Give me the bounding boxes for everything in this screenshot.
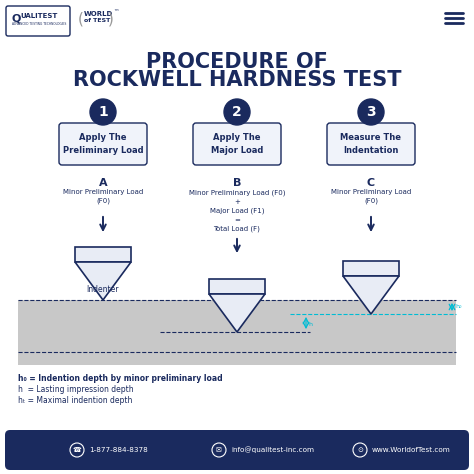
Text: h  = Lasting impression depth: h = Lasting impression depth <box>18 385 134 394</box>
Text: Minor Preliminary Load
(F0): Minor Preliminary Load (F0) <box>63 189 143 204</box>
Text: Q: Q <box>12 13 21 23</box>
Circle shape <box>358 99 384 125</box>
Text: C: C <box>367 178 375 188</box>
Text: A: A <box>99 178 107 188</box>
Text: Apply The
Preliminary Load: Apply The Preliminary Load <box>63 133 143 155</box>
FancyBboxPatch shape <box>193 123 281 165</box>
Text: h₀: h₀ <box>455 304 462 310</box>
Text: hₜ = Maximal indention depth: hₜ = Maximal indention depth <box>18 396 132 405</box>
Bar <box>343 261 399 276</box>
Text: ☎: ☎ <box>73 447 82 453</box>
Text: Minor Preliminary Load
(F0): Minor Preliminary Load (F0) <box>331 189 411 204</box>
Text: ADVANCED TESTING TECHNOLOGIES: ADVANCED TESTING TECHNOLOGIES <box>12 22 66 26</box>
Text: PROCEDURE OF: PROCEDURE OF <box>146 52 328 72</box>
Text: Indenter: Indenter <box>87 285 119 294</box>
FancyBboxPatch shape <box>5 430 469 470</box>
Text: www.WorldofTest.com: www.WorldofTest.com <box>372 447 451 453</box>
Bar <box>18 300 456 365</box>
Circle shape <box>224 99 250 125</box>
FancyBboxPatch shape <box>327 123 415 165</box>
Polygon shape <box>75 262 131 300</box>
FancyBboxPatch shape <box>6 6 70 36</box>
Text: (: ( <box>78 11 84 26</box>
Text: ⊙: ⊙ <box>357 447 363 453</box>
Text: info@qualitest-inc.com: info@qualitest-inc.com <box>231 447 314 453</box>
Text: Apply The
Major Load: Apply The Major Load <box>211 133 263 155</box>
Circle shape <box>90 99 116 125</box>
Text: Measure The
Indentation: Measure The Indentation <box>340 133 401 155</box>
Text: WORLD: WORLD <box>84 11 113 17</box>
Text: 1: 1 <box>98 105 108 119</box>
Polygon shape <box>343 276 399 314</box>
FancyBboxPatch shape <box>59 123 147 165</box>
Text: UALITEST: UALITEST <box>20 13 57 19</box>
Bar <box>209 279 265 294</box>
Text: h: h <box>308 321 312 327</box>
Text: Minor Preliminary Load (F0)
+
Major Load (F1)
=
Total Load (F): Minor Preliminary Load (F0) + Major Load… <box>189 189 285 233</box>
Text: ROCKWELL HARDNESS TEST: ROCKWELL HARDNESS TEST <box>73 70 401 90</box>
Text: 3: 3 <box>366 105 376 119</box>
Bar <box>75 247 131 262</box>
Text: 2: 2 <box>232 105 242 119</box>
Text: ✉: ✉ <box>216 447 222 453</box>
Text: ): ) <box>108 11 114 26</box>
Text: ™: ™ <box>113 10 118 15</box>
Text: h₀ = Indention depth by minor preliminary load: h₀ = Indention depth by minor preliminar… <box>18 374 223 383</box>
Text: of TEST: of TEST <box>84 18 110 23</box>
Text: 1-877-884-8378: 1-877-884-8378 <box>89 447 148 453</box>
Text: B: B <box>233 178 241 188</box>
Polygon shape <box>209 294 265 332</box>
